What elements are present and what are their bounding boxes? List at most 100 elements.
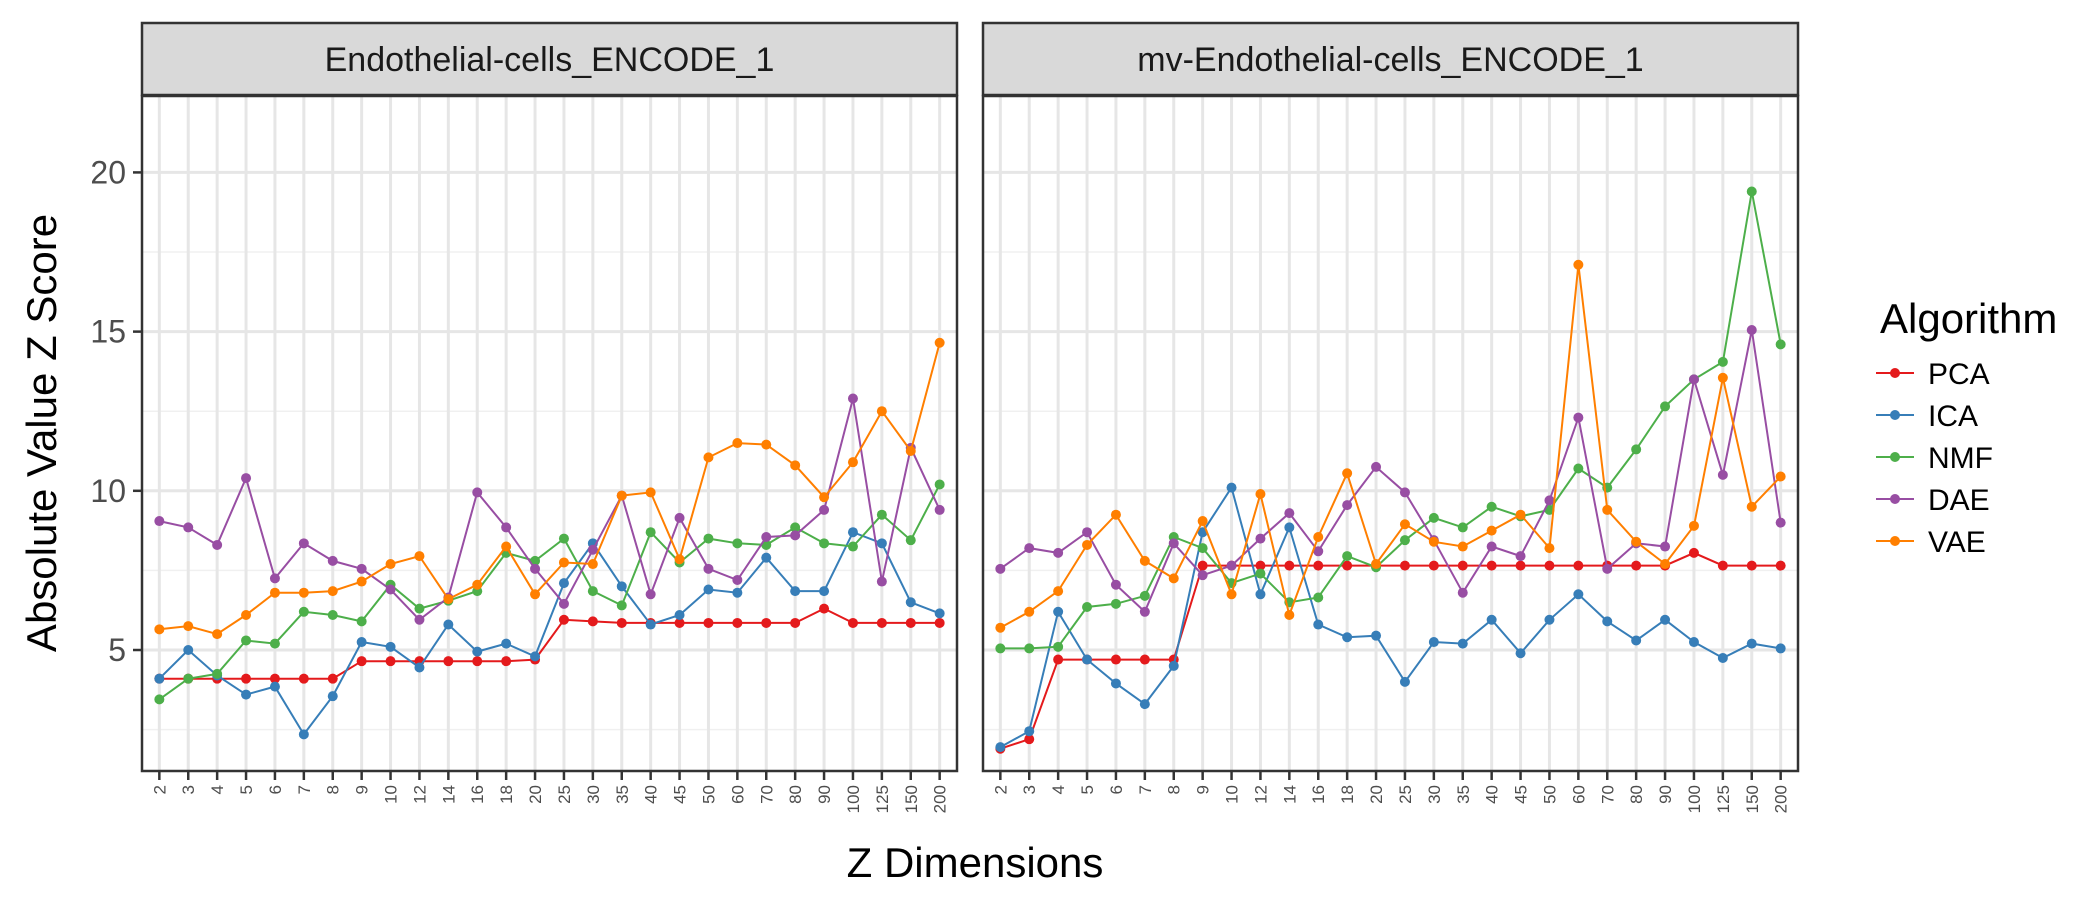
data-point-vae: [472, 579, 483, 590]
data-point-nmf: [1255, 568, 1266, 579]
data-point-nmf: [1631, 444, 1642, 455]
data-point-nmf: [1082, 602, 1093, 613]
data-point-pca: [1399, 560, 1410, 571]
data-point-ica: [703, 584, 714, 595]
data-point-vae: [1660, 559, 1671, 570]
data-point-vae: [1399, 519, 1410, 530]
data-point-vae: [674, 554, 685, 565]
data-point-nmf: [212, 668, 223, 679]
series-line-pca: [999, 551, 1781, 750]
data-point-pca: [1197, 560, 1208, 571]
data-point-dae: [1688, 374, 1699, 385]
data-point-pca: [790, 617, 801, 628]
series-line-nmf: [1000, 191, 1782, 650]
x-tick-label: 25: [1396, 785, 1415, 804]
data-point-ica: [356, 637, 367, 648]
data-point-nmf: [703, 533, 714, 544]
legend-key-point: [1890, 452, 1900, 462]
data-point-nmf: [1024, 643, 1035, 654]
data-point-nmf: [1313, 592, 1324, 603]
legend: Algorithm PCA ICA NMF DAE VAE: [1876, 295, 2057, 559]
data-point-vae: [761, 439, 772, 450]
data-point-pca: [501, 656, 512, 667]
x-tick-label: 25: [555, 785, 574, 804]
data-point-dae: [1371, 461, 1382, 472]
data-point-ica: [1486, 614, 1497, 625]
data-point-nmf: [1457, 522, 1468, 533]
data-point-nmf: [1746, 186, 1757, 197]
data-point-pca: [298, 673, 309, 684]
series-nmf: [154, 479, 945, 705]
data-point-vae: [1775, 471, 1786, 482]
x-tick-label: 3: [179, 785, 198, 794]
data-point-vae: [1139, 555, 1150, 566]
data-point-dae: [1053, 547, 1064, 558]
data-point-pca: [616, 617, 627, 628]
x-tick-label: 70: [757, 785, 776, 804]
y-tick-label: 5: [108, 632, 126, 668]
data-point-pca: [1775, 560, 1786, 571]
x-tick-label: 100: [844, 785, 863, 813]
data-point-vae: [1486, 525, 1497, 536]
data-point-dae: [819, 504, 830, 515]
data-point-ica: [616, 581, 627, 592]
series-vae: [995, 259, 1786, 633]
x-tick-label: 12: [1251, 785, 1270, 804]
data-point-vae: [1688, 520, 1699, 531]
data-point-dae: [703, 563, 714, 574]
x-tick-label: 70: [1598, 785, 1617, 804]
data-point-pca: [1110, 654, 1121, 665]
data-point-dae: [1197, 570, 1208, 581]
data-point-vae: [1082, 539, 1093, 550]
data-point-vae: [1284, 609, 1295, 620]
x-tick-label: 60: [728, 785, 747, 804]
data-point-dae: [790, 530, 801, 541]
data-point-ica: [558, 578, 569, 589]
data-point-vae: [995, 622, 1006, 633]
x-tick-label: 200: [1772, 785, 1791, 813]
data-point-ica: [385, 641, 396, 652]
legend-label: VAE: [1928, 526, 1986, 559]
data-point-pca: [1053, 654, 1064, 665]
y-axis: 5 10 15 20: [90, 154, 142, 668]
data-point-ica: [645, 619, 656, 630]
series-line-dae: [159, 398, 941, 622]
data-point-vae: [1168, 573, 1179, 584]
data-point-nmf: [558, 533, 569, 544]
data-point-dae: [1573, 412, 1584, 423]
x-tick-label: 80: [1627, 785, 1646, 804]
x-tick-label: 80: [786, 785, 805, 804]
x-tick-label: 35: [613, 785, 632, 804]
data-point-pca: [876, 617, 887, 628]
data-point-nmf: [1110, 598, 1121, 609]
data-point-ica: [1775, 643, 1786, 654]
data-point-pca: [905, 617, 916, 628]
data-point-nmf: [847, 541, 858, 552]
data-point-vae: [1544, 543, 1555, 554]
data-point-ica: [995, 742, 1006, 753]
data-point-pca: [1139, 654, 1150, 665]
data-point-ica: [1688, 637, 1699, 648]
data-point-nmf: [934, 479, 945, 490]
data-point-pca: [1428, 560, 1439, 571]
x-tick-label: 2: [150, 785, 169, 794]
series-nmf: [995, 186, 1786, 654]
data-point-dae: [1168, 538, 1179, 549]
data-point-ica: [1544, 614, 1555, 625]
data-point-vae: [1226, 589, 1237, 600]
series-line-vae: [159, 342, 941, 636]
data-point-nmf: [1342, 551, 1353, 562]
data-point-vae: [269, 587, 280, 598]
data-point-vae: [298, 587, 309, 598]
data-point-ica: [876, 538, 887, 549]
data-point-pca: [269, 673, 280, 684]
data-point-pca: [587, 616, 598, 627]
data-point-nmf: [1486, 501, 1497, 512]
x-tick-label: 200: [931, 785, 950, 813]
data-point-vae: [732, 438, 743, 449]
x-tick-label: 8: [324, 785, 343, 794]
data-point-dae: [154, 516, 165, 527]
data-point-dae: [847, 393, 858, 404]
y-tick-label: 15: [90, 314, 126, 350]
data-point-pca: [934, 617, 945, 628]
